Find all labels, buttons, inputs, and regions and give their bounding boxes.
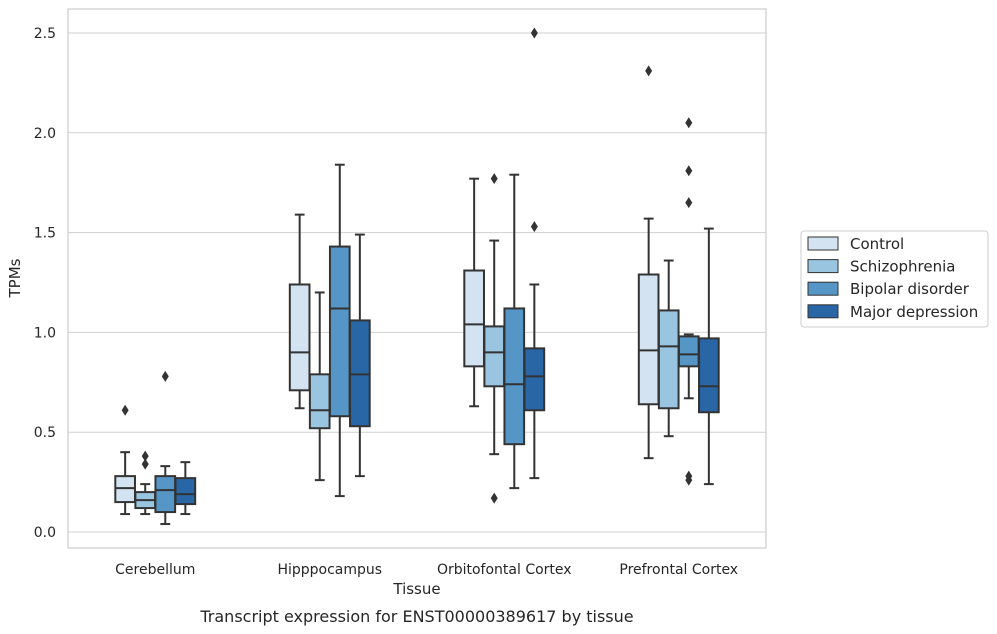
y-tick-label: 0.5 [34,425,56,441]
box-iqr [154,475,177,514]
plot-frame [67,8,767,549]
box-major-depression [174,461,197,516]
box-iqr [288,283,311,392]
x-tick-label: Prefrontal Cortex [619,562,738,578]
outlier-point [530,27,538,39]
legend-label: Schizophrenia [850,258,955,276]
box-iqr [523,347,546,412]
box-iqr [483,325,506,388]
y-tick-label: 2.0 [34,126,56,142]
box-control [114,404,136,516]
y-tick-label: 1.0 [34,325,56,341]
y-axis-label: TPMs [6,258,24,298]
box-major-depression [698,227,720,486]
box-iqr [503,307,526,446]
outlier-point [490,492,498,504]
box-iqr [174,477,197,506]
box-bipolar-disorder [677,117,700,486]
box-schizophrenia [308,291,331,482]
y-tick-label: 1.5 [34,226,56,242]
box-iqr [698,337,720,414]
y-gridlines [68,32,766,533]
x-axis-label: Tissue [392,580,440,598]
box-iqr [308,373,331,430]
legend: Control Schizophrenia Bipolar disorder Majo… [800,230,989,328]
box-groups [114,27,720,526]
box-iqr [463,269,485,368]
y-tick-labels: 0.0 0.5 1.0 1.5 2.0 2.5 [34,26,56,541]
outlier-point [141,450,149,462]
box-bipolar-disorder [154,370,177,526]
box-control [463,177,485,408]
x-tick-label: Hipppocampus [277,562,382,578]
box-schizophrenia [483,173,506,504]
outlier-point [645,65,653,77]
box-schizophrenia [657,259,680,438]
outlier-point [141,458,149,470]
outlier-point [685,117,693,129]
plot-background [68,9,766,548]
legend-swatch [807,236,839,251]
outlier-point [490,173,498,185]
box-iqr [637,273,660,406]
box-iqr [657,309,680,410]
outlier-point [685,474,693,486]
outlier-point [530,221,538,233]
box-control [637,65,660,460]
box-iqr [677,335,700,368]
legend-swatch [807,259,839,274]
outlier-point [685,165,693,177]
legend-label: Bipolar disorder [850,280,970,298]
x-tick-labels: Cerebellum Hipppocampus Orbitofontal Corte… [115,562,738,578]
box-major-depression [523,27,546,480]
box-iqr [328,245,351,418]
chart-caption: Transcript expression for ENST0000038961… [199,607,633,626]
y-tick-label: 2.5 [34,26,56,42]
legend-swatch [807,281,839,296]
outlier-point [121,404,129,416]
legend-swatch [807,304,839,319]
x-tick-label: Cerebellum [115,562,195,578]
outlier-point [685,197,693,209]
outlier-point [161,370,169,382]
legend-frame [800,230,989,328]
y-tick-label: 0.0 [34,525,56,541]
legend-label: Control [850,235,904,253]
legend-label: Major depression [850,303,978,321]
box-major-depression [349,233,371,478]
box-control [288,213,311,410]
x-tick-label: Orbitofontal Cortex [437,562,572,578]
